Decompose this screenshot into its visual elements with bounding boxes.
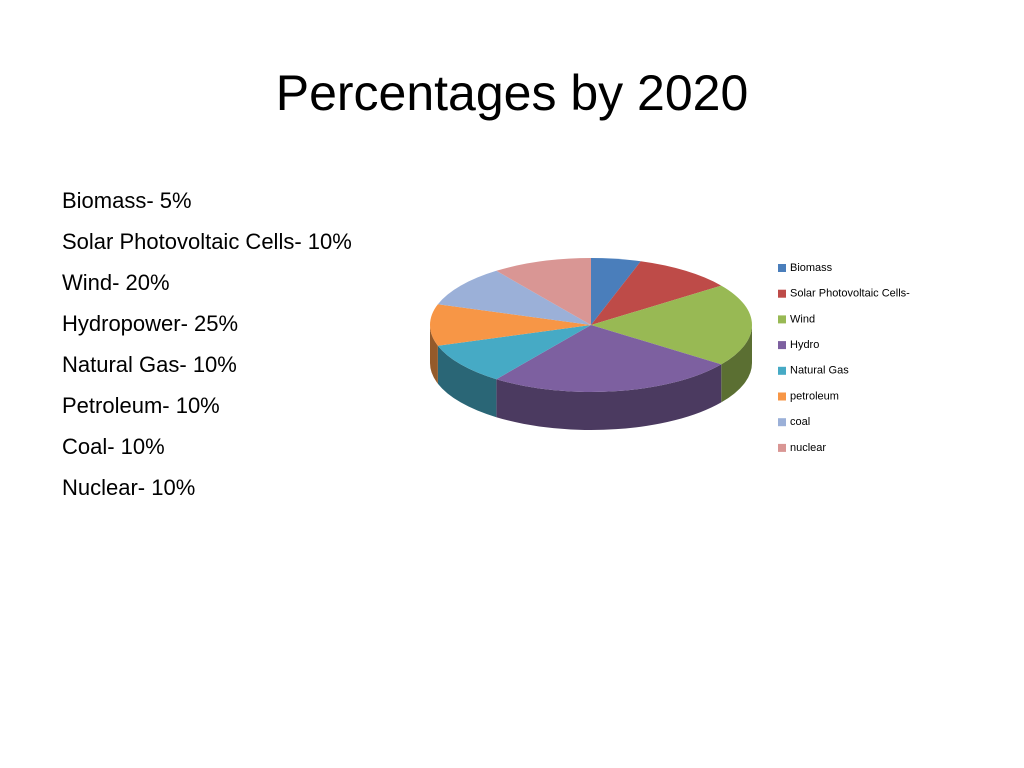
legend-swatch xyxy=(778,392,786,401)
pie-slice xyxy=(430,304,591,346)
list-item: Petroleum- 10% xyxy=(62,393,220,418)
list-item: Coal- 10% xyxy=(62,434,165,459)
legend-swatch xyxy=(778,315,786,324)
legend-label: nuclear xyxy=(790,442,826,454)
legend-swatch xyxy=(778,443,786,452)
pie-slice xyxy=(591,261,722,325)
list-item: Hydropower- 25% xyxy=(62,311,238,336)
legend-label: Wind xyxy=(790,313,815,325)
pie-slice xyxy=(591,285,753,365)
legend-swatch xyxy=(778,418,786,427)
pie-slice xyxy=(496,258,591,325)
list-item: Nuclear- 10% xyxy=(62,475,195,500)
pie-slice xyxy=(437,325,591,380)
legend-label: Natural Gas xyxy=(790,365,849,377)
legend-swatch xyxy=(778,341,786,350)
legend-label: coal xyxy=(790,416,810,428)
pie-slice xyxy=(437,270,591,325)
slice-side xyxy=(721,325,752,403)
list-item: Solar Photovoltaic Cells- 10% xyxy=(62,229,352,254)
legend-label: Solar Photovoltaic Cells- xyxy=(790,288,910,300)
legend-swatch xyxy=(778,289,786,298)
legend-label: petroleum xyxy=(790,390,839,402)
pie-slice xyxy=(496,325,722,392)
list-item: Wind- 20% xyxy=(62,270,170,295)
list-item: Natural Gas- 10% xyxy=(62,352,237,377)
list-item: Biomass- 5% xyxy=(62,188,192,213)
legend-label: Biomass xyxy=(790,262,833,274)
slice-side xyxy=(496,364,722,431)
pie-slice xyxy=(591,258,641,325)
slide-title: Percentages by 2020 xyxy=(276,65,749,121)
legend-swatch xyxy=(778,264,786,272)
legend-label: Hydro xyxy=(790,339,819,351)
slice-side xyxy=(437,345,497,418)
legend-swatch xyxy=(778,366,786,375)
slice-side xyxy=(430,325,438,384)
